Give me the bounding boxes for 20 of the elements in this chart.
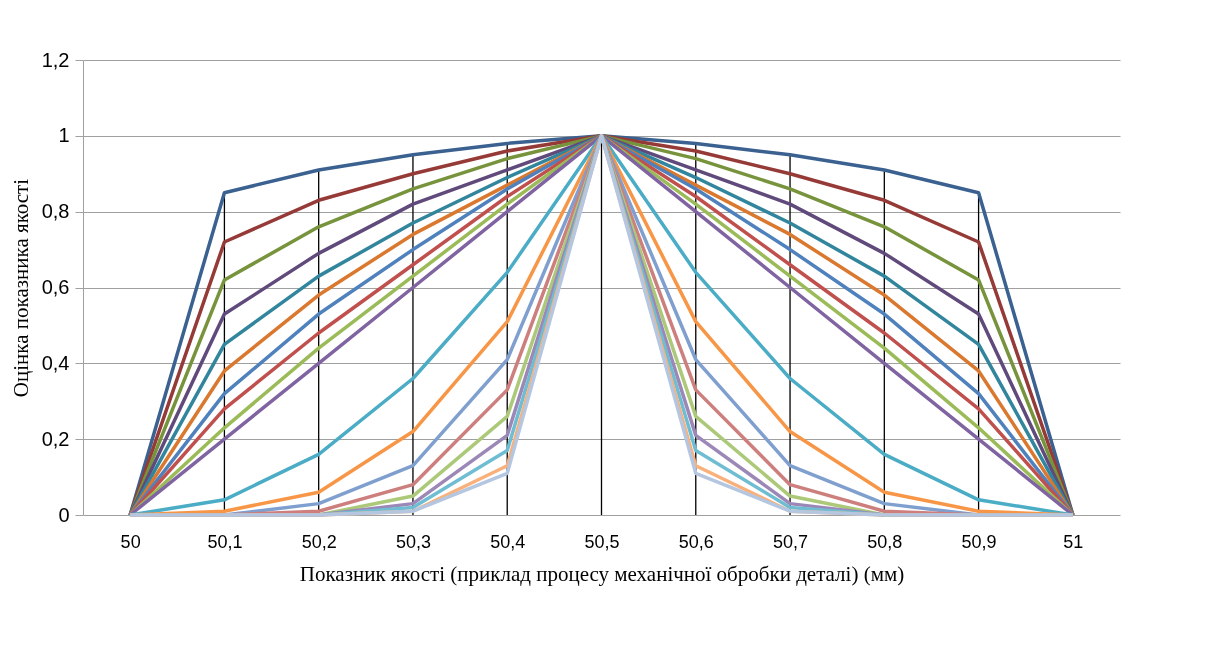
x-tick-label: 50,7 [773, 531, 809, 552]
x-tick-label: 50,2 [301, 531, 337, 552]
x-tick-label: 50,6 [678, 531, 714, 552]
x-tick-label: 50,1 [207, 531, 243, 552]
y-axis-title: Оцінка показника якості [8, 178, 33, 398]
y-tick-label: 1 [58, 124, 70, 147]
x-tick-label: 50,3 [395, 531, 431, 552]
y-tick-label: 0 [58, 503, 70, 526]
y-tick-label: 0,2 [41, 427, 70, 450]
x-tick-label: 50,9 [961, 531, 997, 552]
x-tick-label: 51 [1063, 531, 1084, 552]
x-tick-label: 50,4 [490, 531, 526, 552]
y-tick-label: 0,4 [41, 351, 70, 374]
y-tick-label: 0,8 [41, 200, 70, 223]
x-tick-label: 50,5 [584, 531, 620, 552]
x-tick-label: 50,8 [867, 531, 903, 552]
x-axis-title: Показник якості (приклад процесу механічної обробки деталі) (мм) [299, 561, 905, 586]
y-tick-label: 1,2 [41, 48, 70, 71]
x-tick-label: 50 [120, 531, 141, 552]
y-tick-label: 0,6 [41, 276, 70, 298]
